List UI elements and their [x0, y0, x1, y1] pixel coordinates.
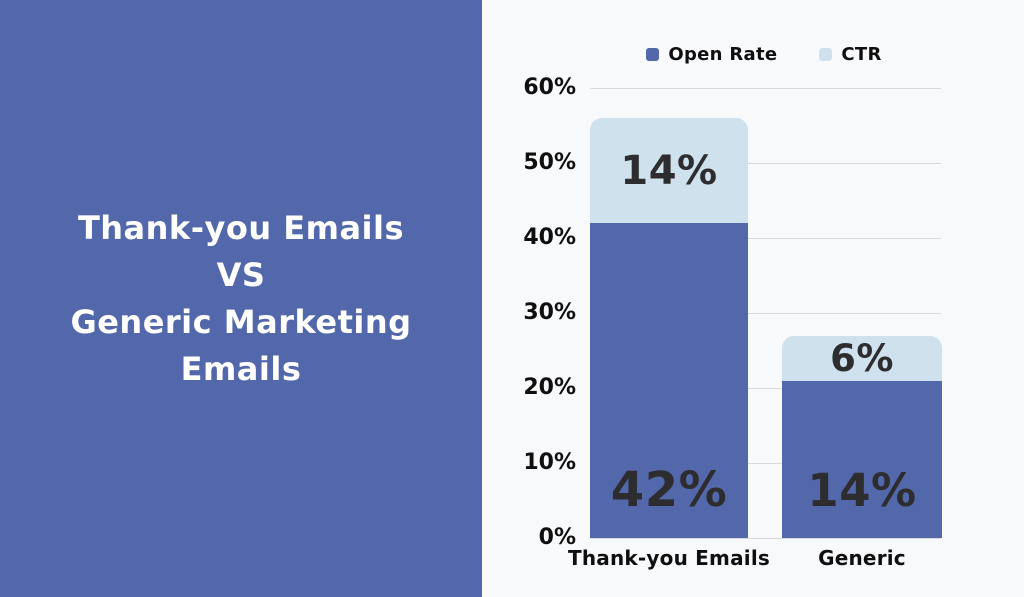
plot-area: 0% 10% 20% 30% 40% 50% 60% 14% 42% Thank-you Emai… — [482, 0, 1024, 597]
open-rate-segment — [590, 223, 748, 538]
gridline — [590, 162, 941, 164]
legend-swatch-open-rate — [646, 48, 660, 61]
gridline — [590, 312, 941, 314]
gridline — [590, 537, 941, 539]
bar-generic: 6% — [782, 335, 942, 538]
y-tick-label: 60% — [523, 75, 576, 100]
ctr-segment: 6% — [782, 335, 942, 381]
page-title: Thank-you Emails VS Generic Marketing Email… — [70, 205, 411, 393]
page-title-line: VS — [216, 255, 266, 294]
ctr-segment: 14% — [590, 118, 748, 223]
legend-item-ctr: CTR — [819, 44, 881, 65]
page-title-line: Emails — [180, 349, 302, 388]
gridline — [590, 87, 941, 89]
gridline — [590, 237, 941, 239]
page-title-line: Thank-you Emails — [77, 208, 405, 247]
legend-label-ctr: CTR — [841, 44, 882, 65]
chart-legend: Open Rate CTR — [586, 44, 942, 65]
x-axis-label-thank-you-emails: Thank-you Emails — [567, 546, 770, 570]
ctr-value-label: 14% — [620, 147, 718, 194]
x-axis-label-generic: Generic — [818, 546, 906, 570]
open-rate-value-label: 42% — [610, 462, 728, 518]
y-tick-label: 50% — [523, 150, 576, 175]
y-tick-label: 40% — [523, 225, 576, 250]
y-tick-label: 0% — [538, 525, 576, 550]
legend-label-open-rate: Open Rate — [668, 44, 778, 65]
y-tick-label: 30% — [523, 300, 576, 325]
open-rate-value-label: 14% — [807, 463, 917, 517]
title-panel: Thank-you Emails VS Generic Marketing Email… — [0, 0, 482, 597]
y-tick-label: 10% — [523, 450, 576, 475]
ctr-value-label: 6% — [830, 336, 894, 380]
gridline — [590, 387, 941, 389]
chart-area: 0% 10% 20% 30% 40% 50% 60% 14% 42% Thank-you Emai… — [482, 0, 1024, 597]
legend-item-open-rate: Open Rate — [646, 44, 777, 65]
page-title-line: Generic Marketing — [70, 302, 412, 341]
y-tick-label: 20% — [523, 375, 576, 400]
legend-swatch-ctr — [819, 48, 833, 61]
bar-thank-you-emails: 14% — [590, 118, 748, 538]
open-rate-segment — [782, 380, 942, 538]
gridline — [590, 462, 941, 464]
